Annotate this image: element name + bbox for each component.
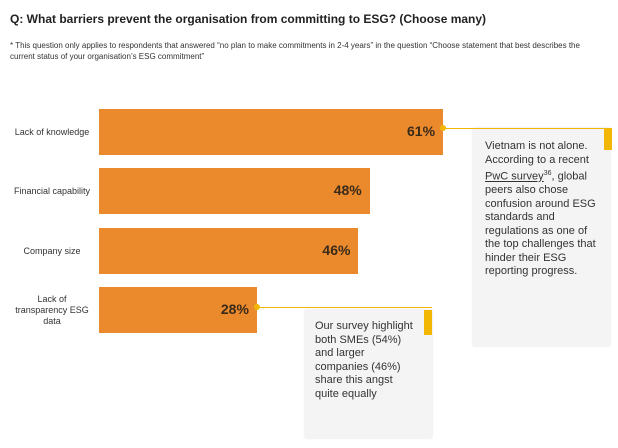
callout-box: Vietnam is not alone. According to a rec… (473, 128, 610, 346)
callout-link[interactable]: PwC survey (485, 170, 544, 183)
connector-dot (253, 304, 260, 310)
note: * This question only applies to responde… (10, 41, 580, 61)
callout-box: Our survey highlight both SMEs (54%) and… (305, 310, 432, 438)
category-label: Company size (23, 245, 81, 256)
connector (256, 307, 432, 308)
callout-text: Our survey highlight both SMEs (54%) and… (315, 320, 413, 400)
value-label: 61% (407, 123, 436, 139)
chart-title: Q: What barriers prevent the organisatio… (10, 12, 487, 26)
value-label: 46% (322, 242, 351, 258)
category-label: Financial capability (13, 185, 91, 196)
category-label: Lack of transparency ESG data (15, 293, 89, 326)
callout-text: Vietnam is not alone. According to a rec… (473, 128, 610, 279)
bar (99, 109, 444, 155)
callout-marker (604, 128, 612, 150)
callout-text-part: Vietnam is not alone. According to a rec… (485, 140, 589, 166)
bar (99, 228, 359, 274)
bar (99, 168, 370, 214)
connector-dot (440, 125, 447, 131)
callout-text-part: , global peers also chose confusion arou… (485, 170, 596, 278)
bar (99, 287, 257, 333)
footnote-ref: 36 (543, 170, 552, 177)
connector (443, 128, 612, 129)
value-label: 28% (220, 301, 249, 317)
callout-marker (424, 310, 432, 335)
value-label: 48% (333, 182, 362, 198)
category-label: Lack of knowledge (14, 126, 90, 137)
